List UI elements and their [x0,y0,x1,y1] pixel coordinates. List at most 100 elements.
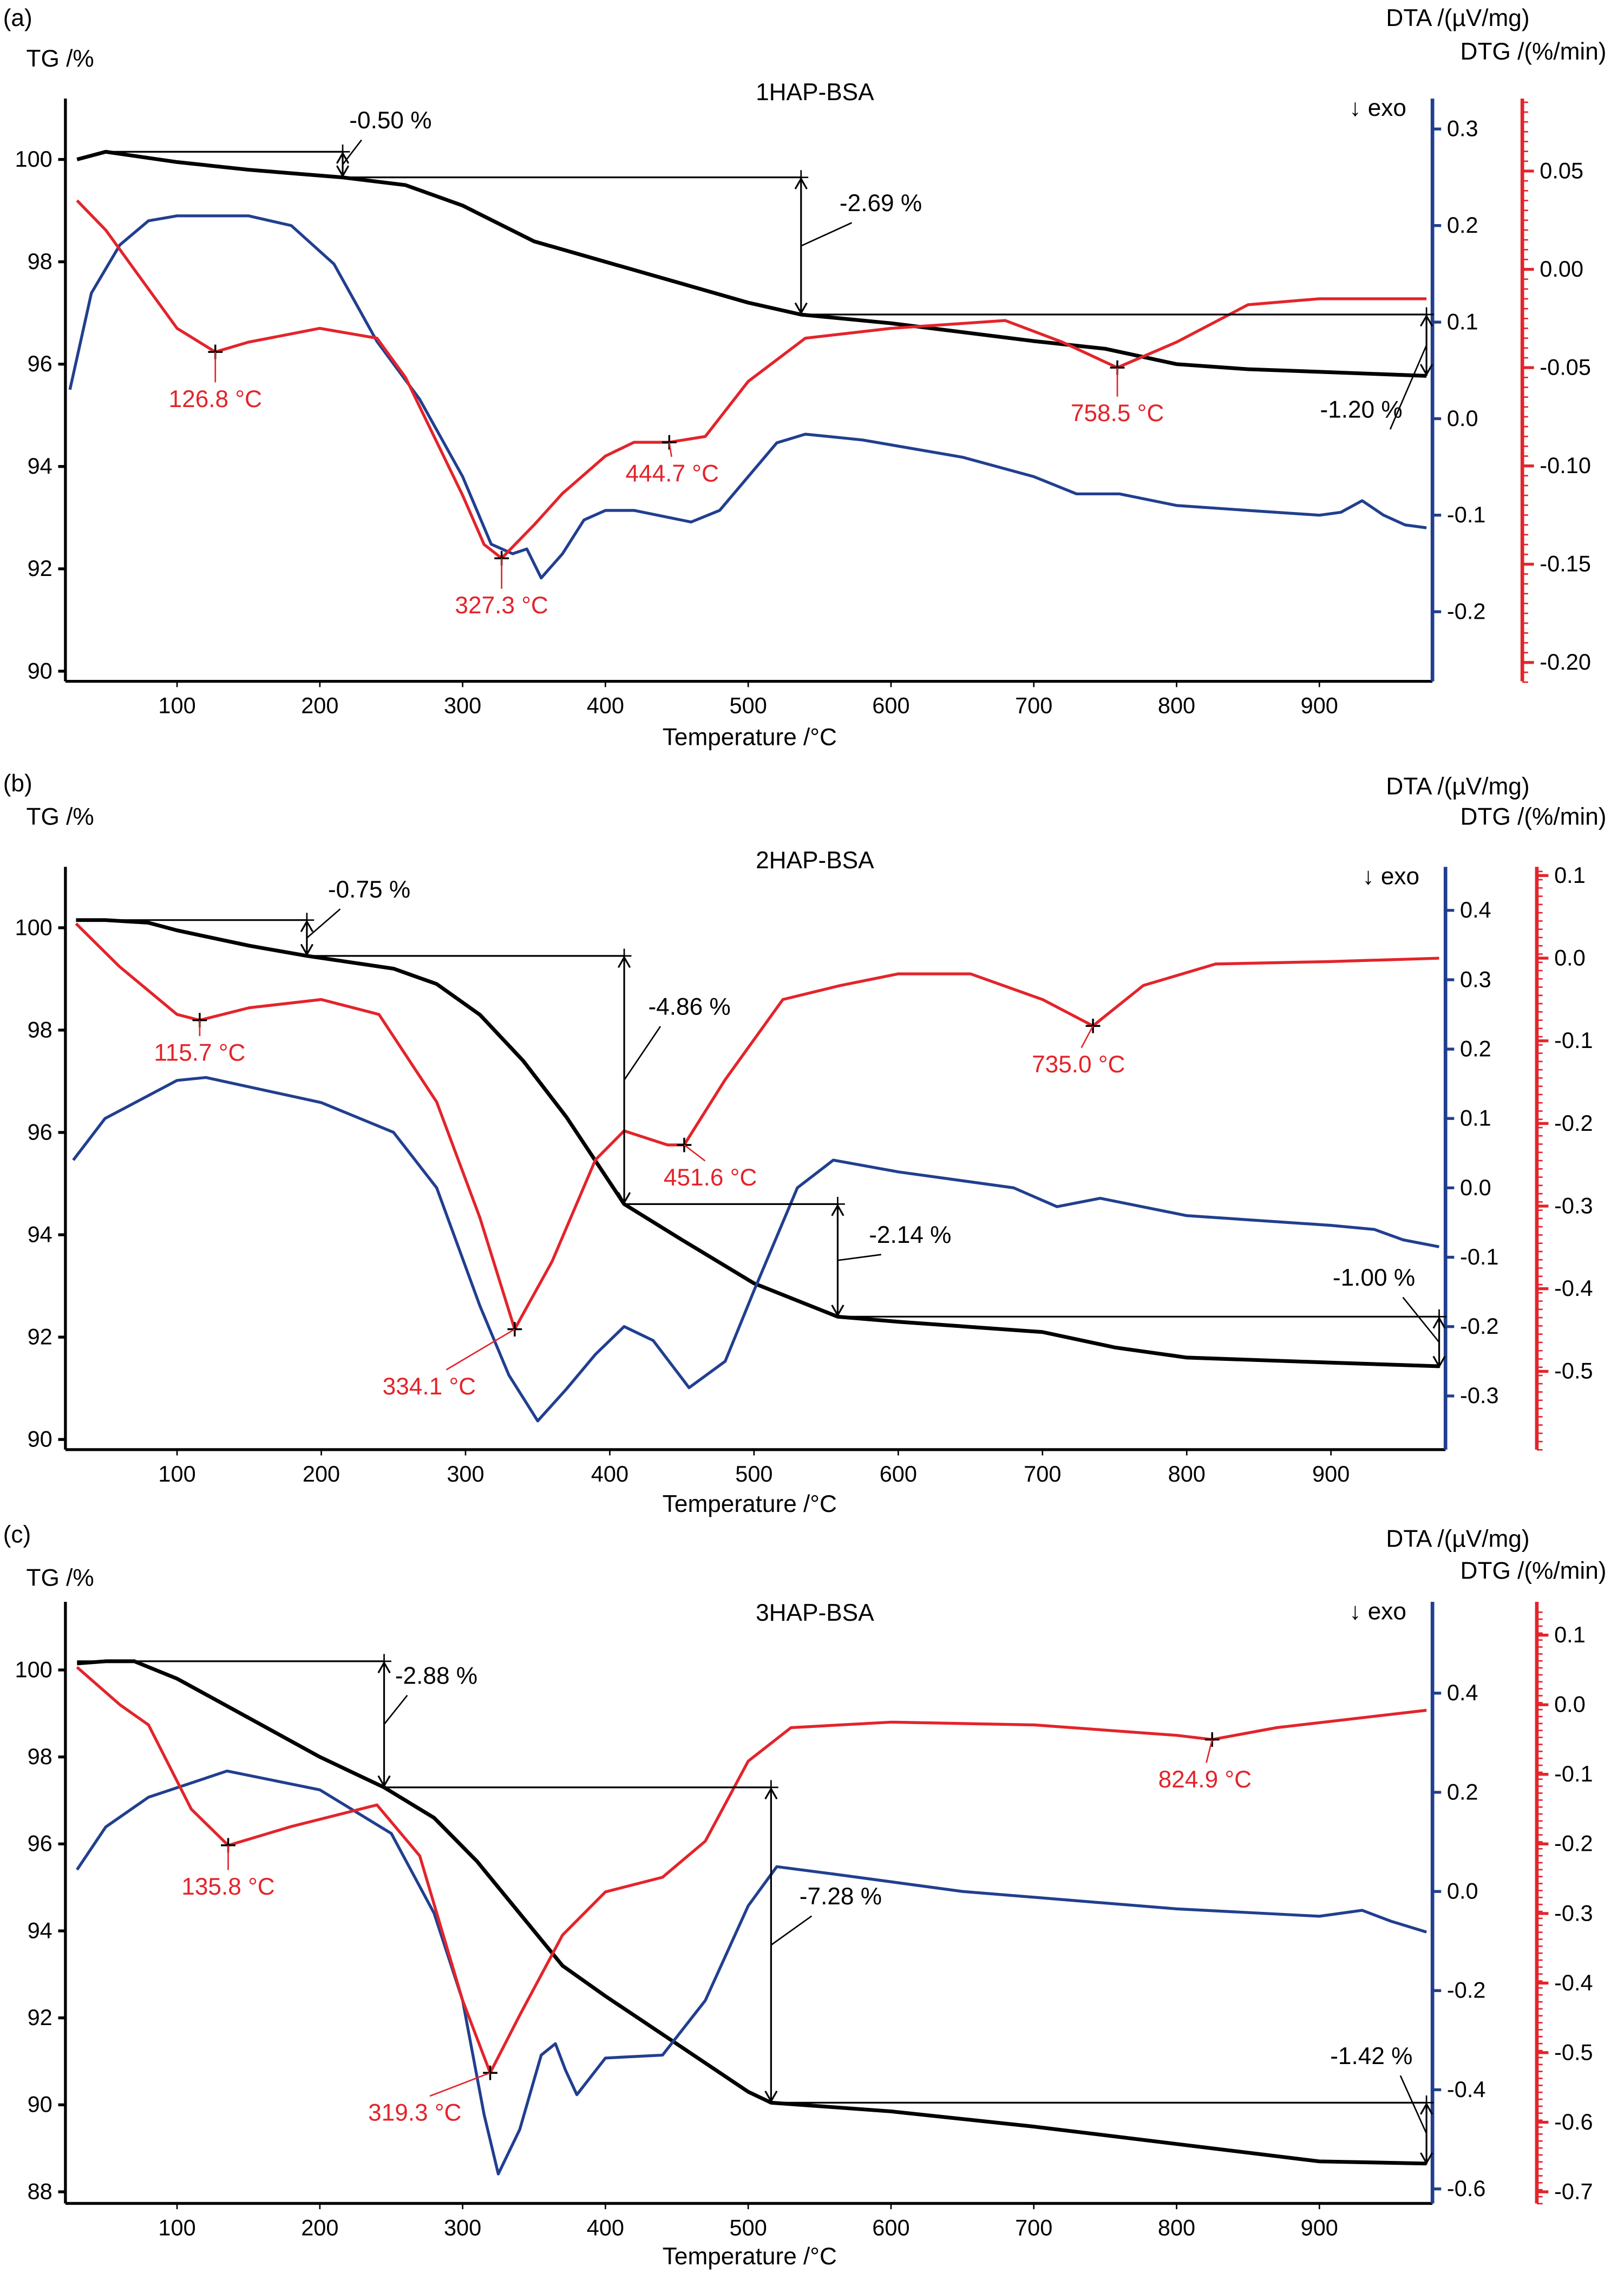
x-tick-label: 100 [158,1461,195,1486]
mass-step-leader [623,1026,662,1080]
x-tick-label: 200 [303,1461,340,1486]
dtg-tick-label: 0.05 [1540,158,1583,183]
mass-loss-label: -0.50 % [349,107,431,134]
tg-tick-label: 90 [28,2092,53,2117]
peak-marker-icon [507,1322,522,1337]
x-tick-label: 700 [1015,693,1052,718]
step-marker-icon [299,913,315,928]
peak-temperature-label: 115.7 °C [154,1040,245,1066]
peak-marker-icon [662,435,677,450]
dta-tick-label: 0.0 [1447,405,1478,431]
dta-curve [68,214,1427,580]
mass-step-leader [770,1915,813,1946]
tg-axis-label: TG /% [27,1565,94,1591]
dtg-tick-label: 0.0 [1554,1692,1586,1717]
mass-loss-label: -7.28 % [800,1883,882,1910]
mass-loss-label: -4.86 % [648,994,730,1020]
x-tick-label: 900 [1301,693,1338,718]
peak-temperature-label: 444.7 °C [625,460,718,487]
x-tick-label: 200 [301,2215,338,2240]
panel-label: (a) [3,5,32,31]
step-marker-icon [617,948,632,964]
x-tick-label: 100 [158,693,195,718]
dtg-tick-label: -0.4 [1554,1970,1593,1995]
peak-temperature-label: 758.5 °C [1071,400,1164,427]
dtg-tick-label: -0.7 [1554,2178,1593,2204]
tg-axis-label: TG /% [27,45,94,72]
panel-label: (b) [3,770,32,797]
dtg-tick-label: -0.1 [1554,1027,1593,1053]
chart-title: 1HAP-BSA [756,79,874,106]
x-tick-label: 900 [1312,1461,1350,1486]
tg-tick-label: 100 [15,1656,53,1682]
dta-tick-label: 0.2 [1447,1779,1478,1804]
mass-loss-label: -2.69 % [840,190,922,217]
dta-tick-label: 0.0 [1447,1878,1478,1904]
step-marker-icon [763,1780,778,1795]
peak-leader [684,1144,706,1162]
x-tick-label: 300 [447,1461,484,1486]
tg-tick-label: 88 [28,2178,53,2204]
x-axis-label: Temperature /°C [663,724,837,750]
dtg-tick-label: 0.00 [1540,256,1583,281]
dta-tick-label: 0.3 [1460,966,1491,992]
x-tick-label: 600 [880,1461,917,1486]
exo-direction-label: ↓ exo [1349,95,1406,121]
step-marker-icon [335,145,350,159]
mass-loss-label: -1.42 % [1330,2043,1412,2069]
dta-tick-label: -0.4 [1447,2077,1486,2102]
dtg-curve [75,922,1439,1331]
dtg-axis-label: DTG /(%/min) [1461,1557,1607,1584]
dta-tick-label: 0.1 [1460,1105,1491,1131]
x-tick-label: 500 [730,693,767,718]
tg-tick-label: 96 [28,1831,53,1856]
mass-loss-label: -2.88 % [395,1662,477,1689]
x-tick-label: 300 [444,2215,481,2240]
x-tick-label: 700 [1024,1461,1061,1486]
tg-tick-label: 98 [28,1744,53,1769]
mass-step-leader [383,1695,408,1725]
x-tick-label: 800 [1168,1461,1206,1486]
dtg-tick-label: -0.5 [1554,1358,1593,1384]
peak-temperature-label: 451.6 °C [664,1164,757,1191]
peak-temperature-label: 135.8 °C [181,1874,274,1900]
step-marker-icon [377,1654,391,1669]
peak-temperature-label: 327.3 °C [455,592,548,619]
dtg-tick-label: -0.1 [1554,1761,1593,1786]
tg-tick-label: 92 [28,555,53,581]
peak-leader [1081,1025,1094,1049]
tg-curve [77,1659,1427,2166]
dta-tick-label: 0.2 [1447,212,1478,238]
chart-title: 2HAP-BSA [756,847,874,874]
tg-tick-label: 92 [28,2005,53,2030]
dta-tick-label: -0.2 [1447,1977,1486,2003]
dtg-tick-label: 0.0 [1554,945,1586,971]
peak-temperature-label: 126.8 °C [169,386,262,412]
x-tick-label: 700 [1015,2215,1052,2240]
dtg-tick-label: -0.05 [1540,355,1591,380]
tg-tick-label: 92 [28,1324,53,1350]
dta-curve [76,1769,1427,2176]
dta-curve [72,1076,1439,1423]
mass-step-leader [1402,1296,1440,1343]
peak-temperature-label: 319.3 °C [368,2100,461,2126]
tg-curve [76,149,1427,378]
x-tick-label: 400 [591,1461,628,1486]
dta-tick-label: 0.2 [1460,1036,1491,1061]
dta-tick-label: -0.3 [1460,1383,1499,1408]
dtg-tick-label: -0.2 [1554,1831,1593,1856]
tg-tick-label: 100 [15,914,53,940]
mass-step-leader [342,139,362,165]
mass-step-leader [1399,2075,1427,2134]
chart-title: 3HAP-BSA [756,1600,874,1626]
mass-step-leader [306,908,341,939]
tg-tick-label: 94 [28,1917,53,1943]
tg-tick-label: 90 [28,658,53,683]
x-tick-label: 300 [444,693,481,718]
panel-label: (c) [3,1521,31,1548]
tg-tick-label: 96 [28,1119,53,1144]
panel-b: (b) TG /% 2HAP-BSA DTA /(µV/mg) DTG /(%/min)… [3,770,1607,1517]
dtg-curve [76,199,1427,560]
dtg-axis-label: DTG /(%/min) [1461,804,1607,830]
